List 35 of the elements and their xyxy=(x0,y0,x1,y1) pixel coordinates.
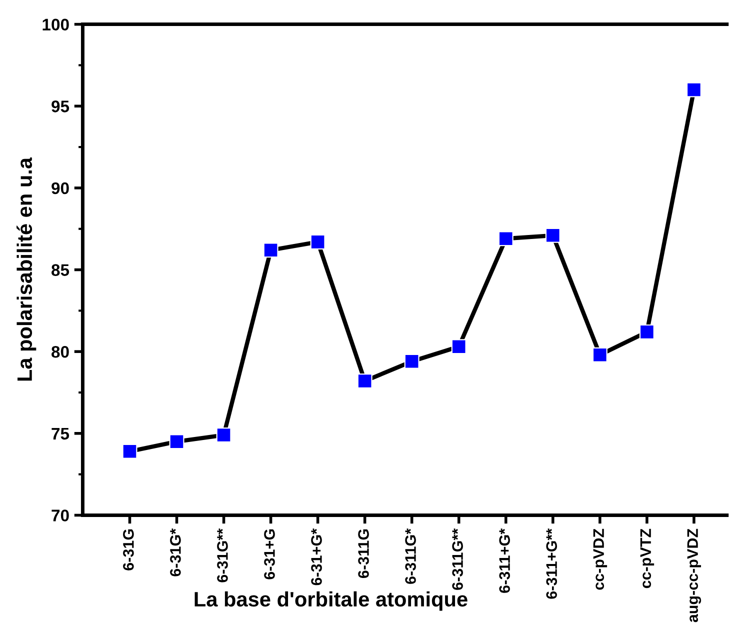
x-tick-label: 6-31G xyxy=(123,529,134,570)
point xyxy=(169,434,184,450)
x-tick-label: 6-311G* xyxy=(405,528,416,584)
point xyxy=(686,82,702,98)
point xyxy=(498,231,514,246)
x-tick-label: cc-pVDZ xyxy=(593,528,608,590)
x-tick-label: 6-311+G** xyxy=(546,528,558,599)
point xyxy=(451,339,466,354)
x-tick-label: 6-31+G xyxy=(264,529,275,580)
y-tick-label: 75 xyxy=(52,428,70,440)
y-tick-label: 100 xyxy=(42,18,69,30)
x-tick-label: 6-311G** xyxy=(452,528,463,590)
y-axis-title: La polarisabilité en u.a xyxy=(16,157,36,381)
point xyxy=(404,354,420,369)
point xyxy=(545,228,560,243)
x-tick-label: 6-311+G* xyxy=(499,528,510,593)
x-axis-title: La base d'orbitale atomique xyxy=(194,591,468,611)
point xyxy=(639,324,654,340)
point xyxy=(216,428,232,443)
point xyxy=(310,234,326,250)
y-tick-label: 70 xyxy=(52,510,69,522)
x-tick-label: 6-31G** xyxy=(217,528,228,582)
x-tick-label: 6-31+G* xyxy=(311,528,322,586)
x-tick-label: aug-cc-pVDZ xyxy=(687,528,702,622)
x-tick-label: 6-31G* xyxy=(170,528,181,576)
y-tick-label: 95 xyxy=(52,100,70,112)
y-tick-label: 85 xyxy=(52,264,70,276)
y-tick-label: 90 xyxy=(52,182,69,194)
y-tick-label: 80 xyxy=(52,346,69,358)
point xyxy=(122,444,138,459)
point xyxy=(592,347,608,362)
x-tick-label: 6-311G xyxy=(358,529,369,578)
point xyxy=(263,242,278,258)
x-tick-label: cc-pVTZ xyxy=(640,528,654,588)
point xyxy=(357,374,372,389)
